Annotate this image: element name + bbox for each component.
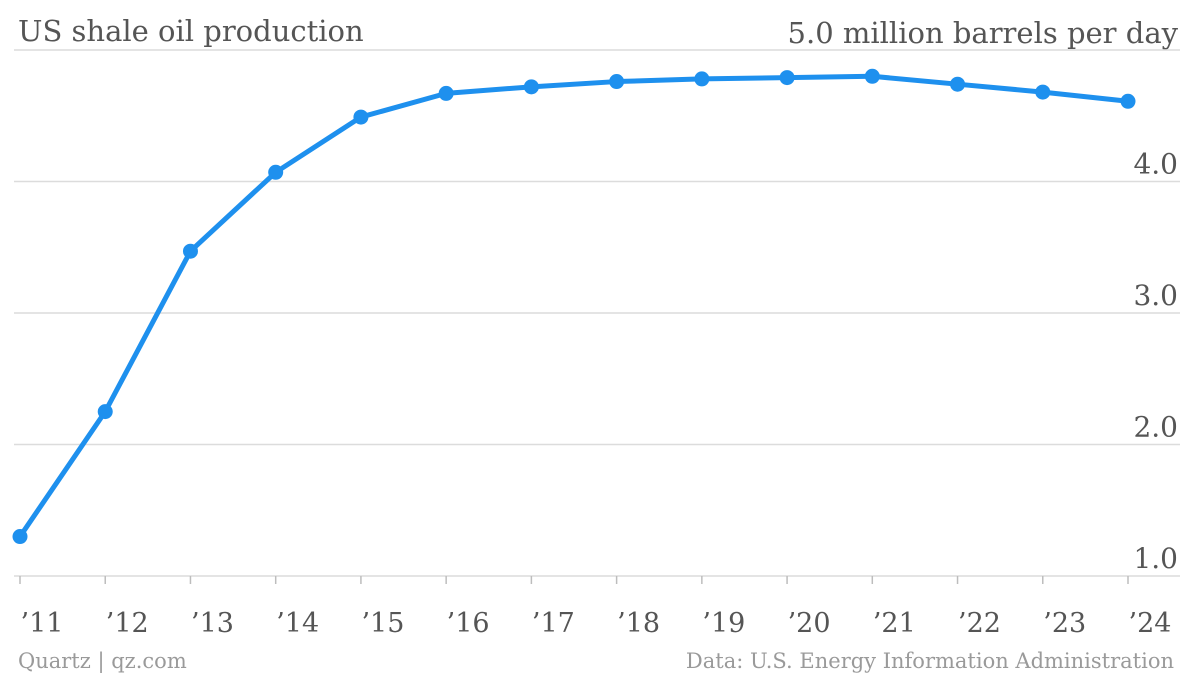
x-tick-label: ’18 xyxy=(617,608,660,639)
x-tick-label: ’11 xyxy=(21,608,64,639)
source-right: Data: U.S. Energy Information Administra… xyxy=(686,649,1174,673)
series-line xyxy=(17,73,1131,540)
data-point xyxy=(353,109,369,125)
x-tick-label: ’24 xyxy=(1129,608,1172,639)
data-point xyxy=(523,79,539,95)
data-point xyxy=(950,76,966,92)
data-point xyxy=(1035,84,1051,100)
data-point xyxy=(268,164,284,180)
data-point xyxy=(864,68,880,84)
x-tick-label: ’15 xyxy=(361,608,404,639)
x-tick-label: ’22 xyxy=(958,608,1001,639)
data-point xyxy=(694,71,710,87)
y-tick-label: 1.0 xyxy=(1133,542,1178,575)
x-tick-label: ’20 xyxy=(788,608,831,639)
data-point xyxy=(609,74,625,90)
data-point xyxy=(779,70,795,86)
x-tick-label: ’12 xyxy=(106,608,149,639)
y-tick-label: 2.0 xyxy=(1133,411,1178,444)
x-tick-label: ’17 xyxy=(532,608,575,639)
data-point xyxy=(438,85,454,101)
chart-title: US shale oil production xyxy=(18,14,364,48)
x-tick-label: ’21 xyxy=(873,608,916,639)
y-tick-label: 3.0 xyxy=(1133,279,1178,312)
data-point xyxy=(1120,93,1136,109)
y-tick-label: 4.0 xyxy=(1133,148,1178,181)
x-tick-label: ’13 xyxy=(191,608,234,639)
data-point xyxy=(97,404,113,420)
x-tick-label: ’16 xyxy=(447,608,490,639)
data-point xyxy=(12,529,28,545)
unit-label: 5.0 million barrels per day xyxy=(788,16,1179,50)
x-tick-label: ’19 xyxy=(702,608,745,639)
source-left: Quartz | qz.com xyxy=(18,649,187,674)
data-point xyxy=(182,243,198,259)
x-tick-label: ’14 xyxy=(276,608,319,639)
x-tick-label: ’23 xyxy=(1043,608,1086,639)
